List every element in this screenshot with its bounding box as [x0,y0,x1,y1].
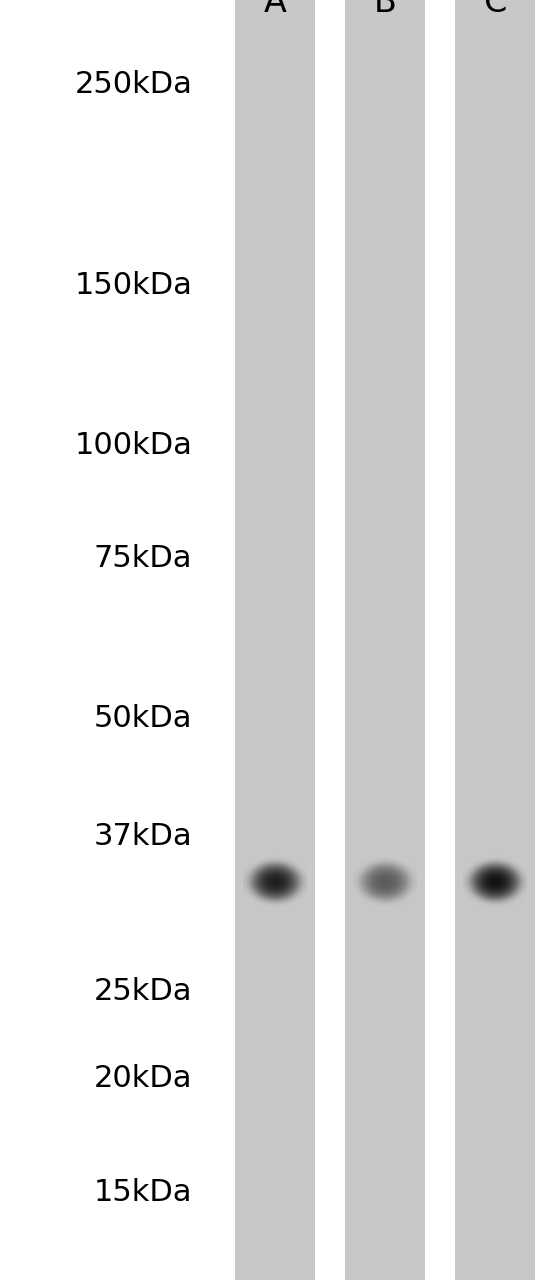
Text: B: B [373,0,397,19]
Text: 37kDa: 37kDa [94,822,192,851]
Text: 250kDa: 250kDa [75,70,192,99]
Text: 25kDa: 25kDa [94,977,192,1006]
Text: A: A [263,0,287,19]
Text: 100kDa: 100kDa [75,431,192,460]
Text: 15kDa: 15kDa [94,1178,192,1207]
Bar [235,0,315,1280]
Text: 75kDa: 75kDa [94,544,192,573]
Bar [345,0,425,1280]
Text: 20kDa: 20kDa [94,1065,192,1093]
Text: 50kDa: 50kDa [94,704,192,732]
Bar [455,0,535,1280]
Text: 150kDa: 150kDa [75,271,192,301]
Text: C: C [483,0,507,19]
